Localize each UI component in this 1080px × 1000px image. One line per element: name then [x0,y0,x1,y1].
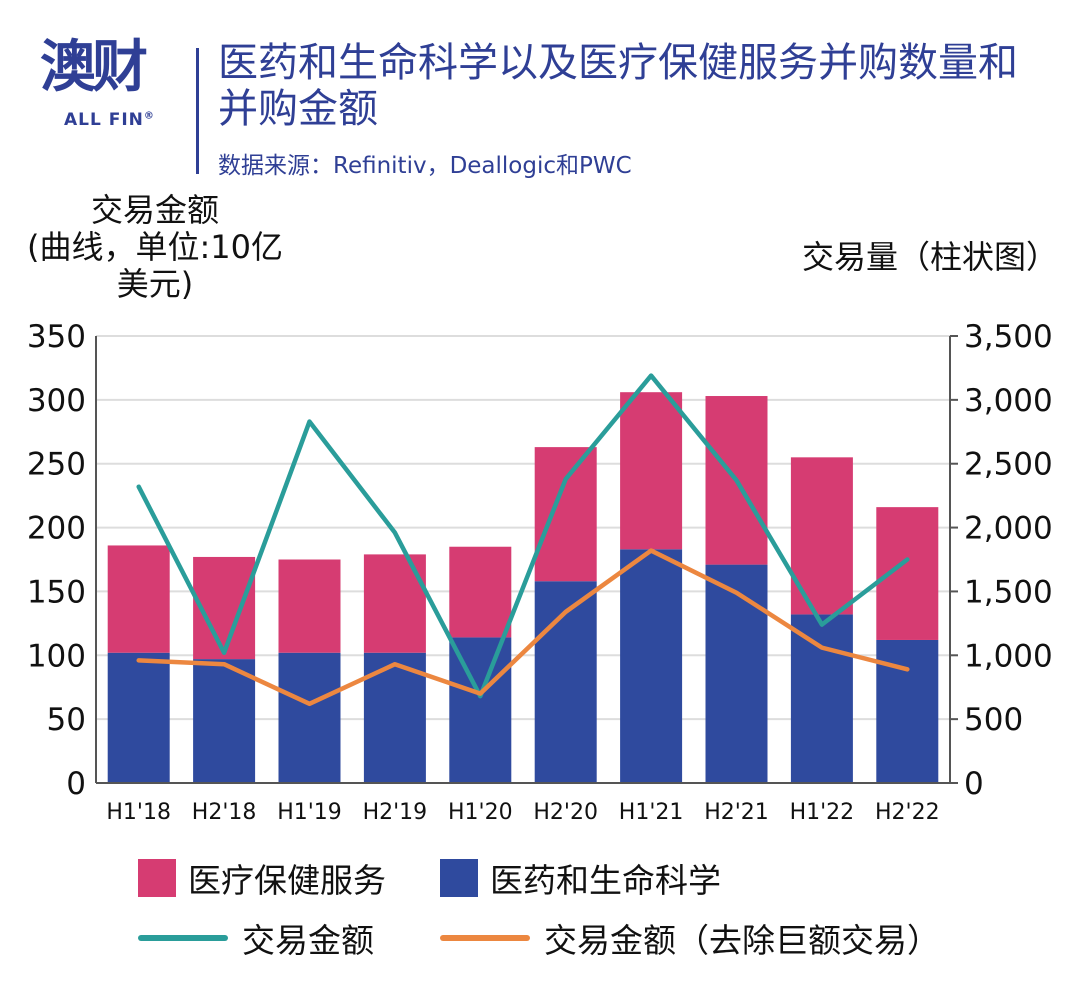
legend-swatch-healthcare [138,859,176,897]
bar-healthcare [107,545,170,653]
bar-pharma [193,659,256,783]
x-tick-label: H1'20 [448,800,513,825]
right-tick-label: 3,500 [964,319,1053,355]
right-axis-title: 交易量（柱状图） [801,238,1058,276]
bar-healthcare [534,447,597,582]
x-tick-label: H2'21 [704,800,769,825]
right-tick-label: 2,000 [964,511,1053,547]
legend-swatch-pharma [440,859,478,897]
legend-item-value-ex-mega: 交易金额（去除巨额交易） [440,914,940,962]
x-tick-label: H2'22 [875,800,940,825]
x-tick-label: H1'22 [790,800,855,825]
bar-pharma [790,614,853,783]
right-tick-label: 0 [964,766,984,802]
bar-pharma [278,652,341,783]
left-axis-title-line: (曲线，单位:10亿 [27,228,283,266]
left-tick-label: 150 [27,574,86,610]
bar-healthcare [449,546,512,638]
line-value-ex-mega [136,548,910,707]
legend: 医疗保健服务 医药和生命科学 交易金额 交易金额（去除巨额交易） [0,840,1080,990]
right-tick-label: 2,500 [964,447,1053,483]
right-tick-label: 1,000 [964,638,1053,674]
left-tick-label: 100 [27,638,86,674]
x-tick-label: H2'18 [192,800,257,825]
left-tick-label: 50 [47,702,86,738]
left-tick-label: 350 [27,319,86,355]
right-tick-label: 1,500 [964,574,1053,610]
legend-line-value [138,935,228,941]
bar-pharma [620,549,683,783]
bar-healthcare [620,392,683,550]
bar-pharma [705,564,768,783]
data-source: 数据来源：Refinitiv，Deallogic和PWC [218,153,632,179]
header-divider [196,48,199,174]
chart-title: 医药和生命科学以及医疗保健服务并购数量和并购金额 [218,40,1018,132]
bar-pharma [107,652,170,783]
x-tick-label: H1'21 [619,800,684,825]
left-tick-label: 0 [66,766,86,802]
left-axis-title: 交易金额 (曲线，单位:10亿 美元) [0,192,310,303]
left-axis-title-line: 交易金额 [90,191,219,229]
legend-label-healthcare: 医疗保健服务 [188,861,386,900]
left-tick-label: 300 [27,383,86,419]
logo-english: ALL FIN® [64,110,155,130]
logo: 澳财 ALL FIN® [40,36,180,146]
bar-pharma [876,639,939,783]
header: 澳财 ALL FIN® 医药和生命科学以及医疗保健服务并购数量和并购金额 数据来… [0,0,1080,190]
chart-canvas: 0 50 100 150 200 250 300 350 0 500 1,000 1,500 2,000… [27,319,1053,825]
legend-label-value-ex-mega: 交易金额（去除巨额交易） [544,921,940,960]
right-tick-label: 3,000 [964,383,1053,419]
legend-label-value: 交易金额 [242,921,374,960]
legend-label-pharma: 医药和生命科学 [490,861,721,900]
left-axis-title-line: 美元) [116,265,194,303]
x-tick-label: H1'19 [277,800,342,825]
legend-item-healthcare: 医疗保健服务 [138,854,386,902]
left-tick-label: 200 [27,511,86,547]
logo-chinese: 澳财 [40,35,148,100]
right-tick-label: 500 [964,702,1023,738]
x-tick-label: H2'19 [363,800,428,825]
bar-healthcare [363,554,426,653]
line-value [136,373,910,699]
bar-pharma [449,637,512,783]
bar-healthcare [278,559,341,653]
legend-line-value-ex-mega [440,935,530,941]
x-tick-label: H1'18 [106,800,171,825]
x-tick-label: H2'20 [533,800,598,825]
legend-item-pharma: 医药和生命科学 [440,854,721,902]
left-tick-label: 250 [27,447,86,483]
legend-item-value: 交易金额 [138,914,374,962]
